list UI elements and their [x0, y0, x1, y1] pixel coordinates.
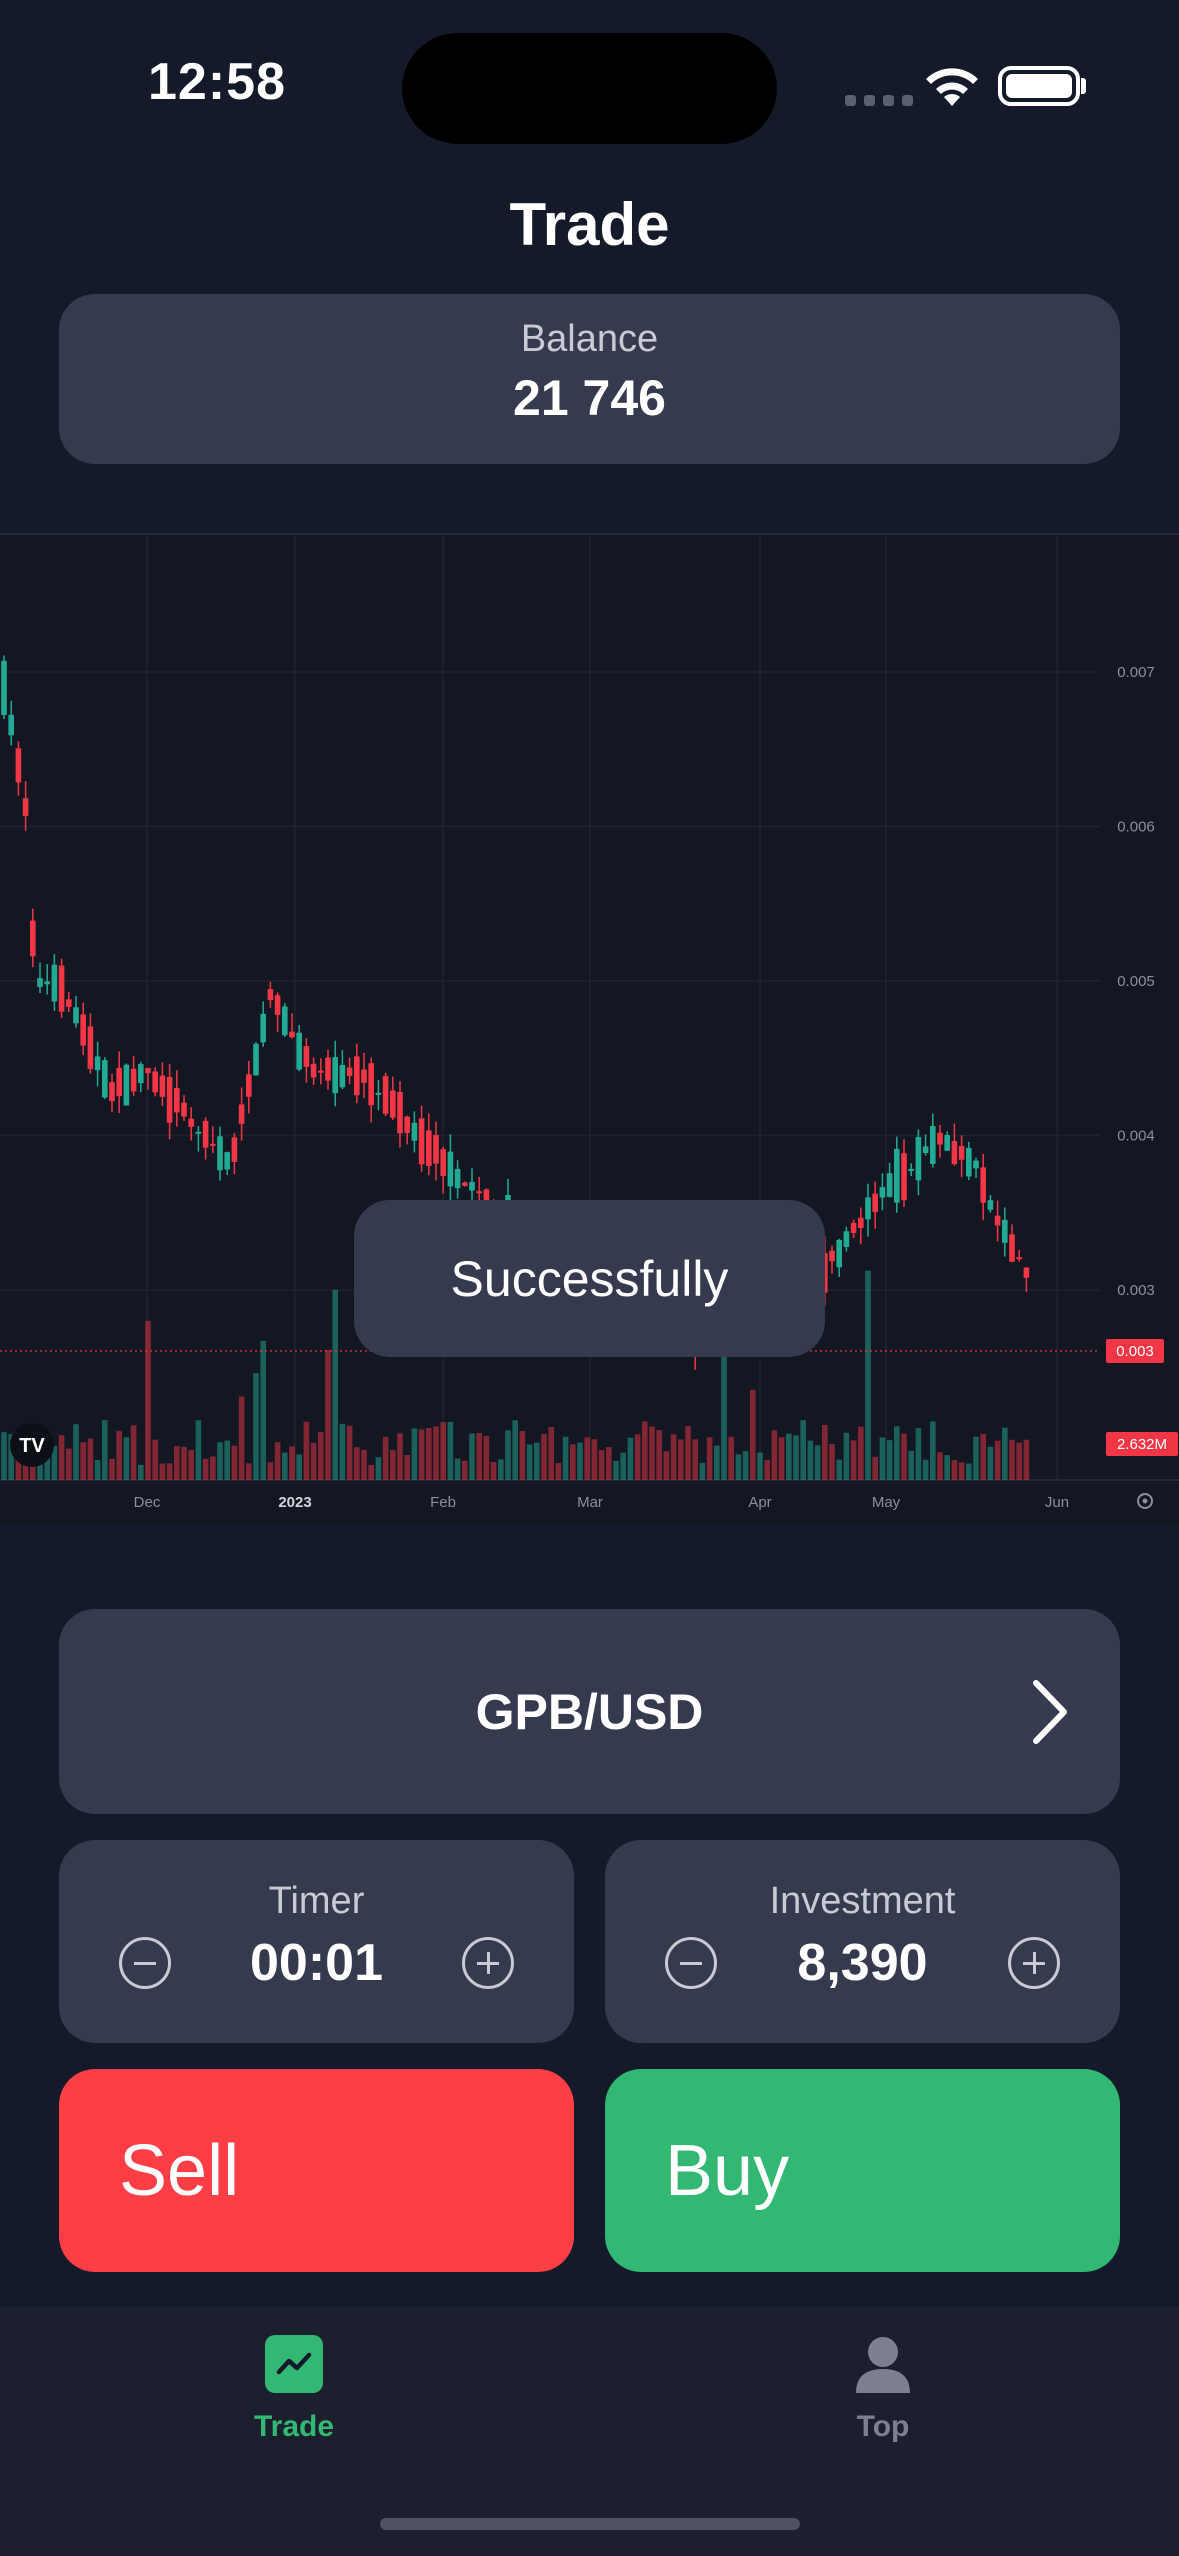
- y-tick-label: 0.005: [1117, 973, 1155, 990]
- tab-top[interactable]: Top: [783, 2335, 983, 2444]
- balance-value: 21 746: [513, 370, 666, 426]
- x-tick-label: Feb: [430, 1494, 456, 1511]
- person-icon: [856, 2337, 910, 2393]
- timer-decrease-button[interactable]: [119, 1937, 171, 1989]
- tab-bar: Trade Top: [0, 2307, 1179, 2556]
- success-toast: Successfully: [354, 1200, 825, 1357]
- x-tick-label: Apr: [748, 1494, 771, 1511]
- timer-card: Timer 00:01: [59, 1840, 574, 2043]
- svg-text:TV: TV: [19, 1435, 45, 1457]
- investment-decrease-button[interactable]: [665, 1937, 717, 1989]
- investment-card: Investment 8,390: [605, 1840, 1120, 2043]
- sell-button[interactable]: Sell: [59, 2069, 574, 2272]
- wifi-icon: [926, 68, 978, 106]
- volume-label: 2.632M: [1117, 1436, 1167, 1453]
- x-tick-label: May: [872, 1494, 901, 1511]
- buy-button[interactable]: Buy: [605, 2069, 1120, 2272]
- tradingview-logo-icon[interactable]: TV: [10, 1423, 54, 1467]
- y-tick-label: 0.007: [1117, 664, 1155, 681]
- investment-value: 8,390: [797, 1934, 928, 1992]
- page-title: Trade: [509, 191, 670, 258]
- timer-increase-button[interactable]: [462, 1937, 514, 1989]
- battery-nub: [1081, 78, 1086, 94]
- investment-label: Investment: [769, 1880, 956, 1922]
- last-price-label: 0.003: [1116, 1343, 1154, 1360]
- balance-label: Balance: [520, 318, 659, 360]
- y-tick-label: 0.004: [1117, 1128, 1155, 1145]
- timer-value: 00:01: [250, 1934, 383, 1992]
- pair-label: GPB/USD: [475, 1683, 704, 1740]
- x-tick-label: Mar: [577, 1494, 603, 1511]
- timer-label: Timer: [268, 1880, 365, 1922]
- balance-card: Balance 21 746: [59, 294, 1120, 464]
- candlestick-chart[interactable]: 0.007 0.006 0.005 0.004 0.003 Dec 2023 Feb Mar A…: [0, 535, 1179, 1525]
- x-tick-label: 2023: [278, 1494, 311, 1511]
- y-tick-label: 0.003: [1117, 1282, 1155, 1299]
- status-time: 12:58: [148, 53, 286, 111]
- x-tick-label: Dec: [134, 1494, 161, 1511]
- chevron-right-icon: [1033, 1680, 1067, 1744]
- tab-trade-label: Trade: [253, 2410, 335, 2443]
- y-tick-label: 0.006: [1117, 819, 1155, 836]
- battery-icon: [998, 66, 1080, 106]
- home-indicator: [380, 2518, 800, 2530]
- tab-top-label: Top: [856, 2410, 910, 2443]
- price-chart[interactable]: 0.007 0.006 0.005 0.004 0.003 Dec 2023 Feb Mar A…: [0, 533, 1179, 1525]
- investment-increase-button[interactable]: [1007, 1937, 1060, 1989]
- chart-trend-icon: [265, 2335, 323, 2393]
- tab-trade[interactable]: Trade: [194, 2335, 394, 2444]
- gear-icon[interactable]: [1137, 1493, 1153, 1509]
- dynamic-island: [402, 33, 777, 144]
- currency-pair-selector[interactable]: GPB/USD: [59, 1609, 1120, 1814]
- x-tick-label: Jun: [1045, 1494, 1069, 1511]
- cellular-signal-icon: [845, 95, 913, 106]
